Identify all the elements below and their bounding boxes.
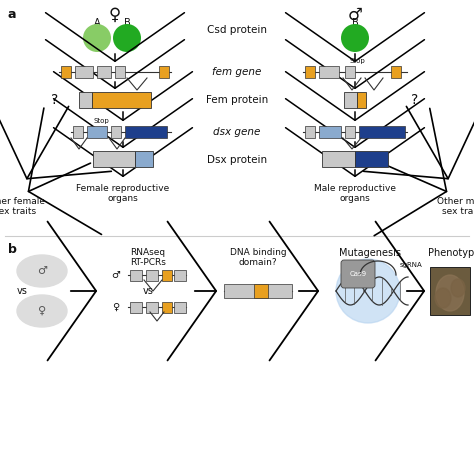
FancyBboxPatch shape xyxy=(344,92,357,108)
Ellipse shape xyxy=(451,279,465,297)
Text: A: A xyxy=(94,18,100,28)
Text: Stop: Stop xyxy=(349,58,365,64)
Text: sgRNA: sgRNA xyxy=(400,262,423,268)
Text: vs: vs xyxy=(17,286,27,296)
Text: B: B xyxy=(124,18,130,28)
Text: Phenotype: Phenotype xyxy=(428,248,474,258)
Ellipse shape xyxy=(17,295,67,327)
FancyBboxPatch shape xyxy=(174,269,186,280)
Text: Mutagenesis: Mutagenesis xyxy=(339,248,401,258)
FancyBboxPatch shape xyxy=(341,260,375,288)
FancyBboxPatch shape xyxy=(254,284,268,298)
Text: ♀: ♀ xyxy=(109,6,121,24)
FancyBboxPatch shape xyxy=(130,301,142,312)
Text: ♂: ♂ xyxy=(347,6,363,24)
Circle shape xyxy=(341,24,369,52)
FancyBboxPatch shape xyxy=(355,151,388,167)
Text: RNAseq
RT-PCRs: RNAseq RT-PCRs xyxy=(130,248,166,267)
FancyBboxPatch shape xyxy=(319,66,339,78)
FancyBboxPatch shape xyxy=(92,92,151,108)
FancyBboxPatch shape xyxy=(115,66,125,78)
FancyBboxPatch shape xyxy=(430,267,470,315)
Text: ♀: ♀ xyxy=(112,302,119,312)
FancyBboxPatch shape xyxy=(135,151,153,167)
Text: B: B xyxy=(352,18,358,28)
Text: fem gene: fem gene xyxy=(212,67,262,77)
Text: Cas9: Cas9 xyxy=(349,271,366,277)
Text: dsx gene: dsx gene xyxy=(213,127,261,137)
FancyBboxPatch shape xyxy=(357,92,366,108)
FancyBboxPatch shape xyxy=(61,66,71,78)
FancyBboxPatch shape xyxy=(162,301,172,312)
Circle shape xyxy=(113,24,141,52)
FancyBboxPatch shape xyxy=(319,126,341,138)
Text: ?: ? xyxy=(51,93,59,107)
FancyBboxPatch shape xyxy=(75,66,93,78)
FancyBboxPatch shape xyxy=(146,301,158,312)
FancyBboxPatch shape xyxy=(162,269,172,280)
Text: Female reproductive
organs: Female reproductive organs xyxy=(76,184,170,203)
FancyBboxPatch shape xyxy=(125,126,167,138)
Text: Fem protein: Fem protein xyxy=(206,95,268,105)
Text: DNA binding
domain?: DNA binding domain? xyxy=(230,248,286,267)
Text: vs: vs xyxy=(143,286,154,296)
Ellipse shape xyxy=(435,288,451,308)
FancyBboxPatch shape xyxy=(146,269,158,280)
FancyBboxPatch shape xyxy=(305,126,315,138)
FancyBboxPatch shape xyxy=(73,126,83,138)
FancyBboxPatch shape xyxy=(111,126,121,138)
Text: Dsx protein: Dsx protein xyxy=(207,155,267,165)
FancyBboxPatch shape xyxy=(79,92,92,108)
Text: Csd protein: Csd protein xyxy=(207,25,267,35)
Circle shape xyxy=(336,259,400,323)
FancyBboxPatch shape xyxy=(174,301,186,312)
Text: ?: ? xyxy=(411,93,419,107)
Text: a: a xyxy=(8,8,17,21)
FancyBboxPatch shape xyxy=(322,151,355,167)
FancyBboxPatch shape xyxy=(97,66,111,78)
Text: Other female
sex traits: Other female sex traits xyxy=(0,197,45,216)
Text: Male reproductive
organs: Male reproductive organs xyxy=(314,184,396,203)
FancyBboxPatch shape xyxy=(305,66,315,78)
FancyBboxPatch shape xyxy=(391,66,401,78)
Text: Other male
sex traits: Other male sex traits xyxy=(438,197,474,216)
FancyBboxPatch shape xyxy=(159,66,169,78)
FancyBboxPatch shape xyxy=(87,126,107,138)
FancyBboxPatch shape xyxy=(359,126,405,138)
Circle shape xyxy=(83,24,111,52)
FancyBboxPatch shape xyxy=(93,151,135,167)
Ellipse shape xyxy=(17,255,67,287)
Text: Stop: Stop xyxy=(93,118,109,124)
FancyBboxPatch shape xyxy=(130,269,142,280)
Text: ♀: ♀ xyxy=(38,306,46,316)
Text: ♂: ♂ xyxy=(37,266,47,276)
Text: ♂: ♂ xyxy=(111,270,120,280)
FancyBboxPatch shape xyxy=(345,126,355,138)
FancyBboxPatch shape xyxy=(224,284,292,298)
Ellipse shape xyxy=(436,275,464,311)
Text: b: b xyxy=(8,243,17,256)
FancyBboxPatch shape xyxy=(345,66,355,78)
